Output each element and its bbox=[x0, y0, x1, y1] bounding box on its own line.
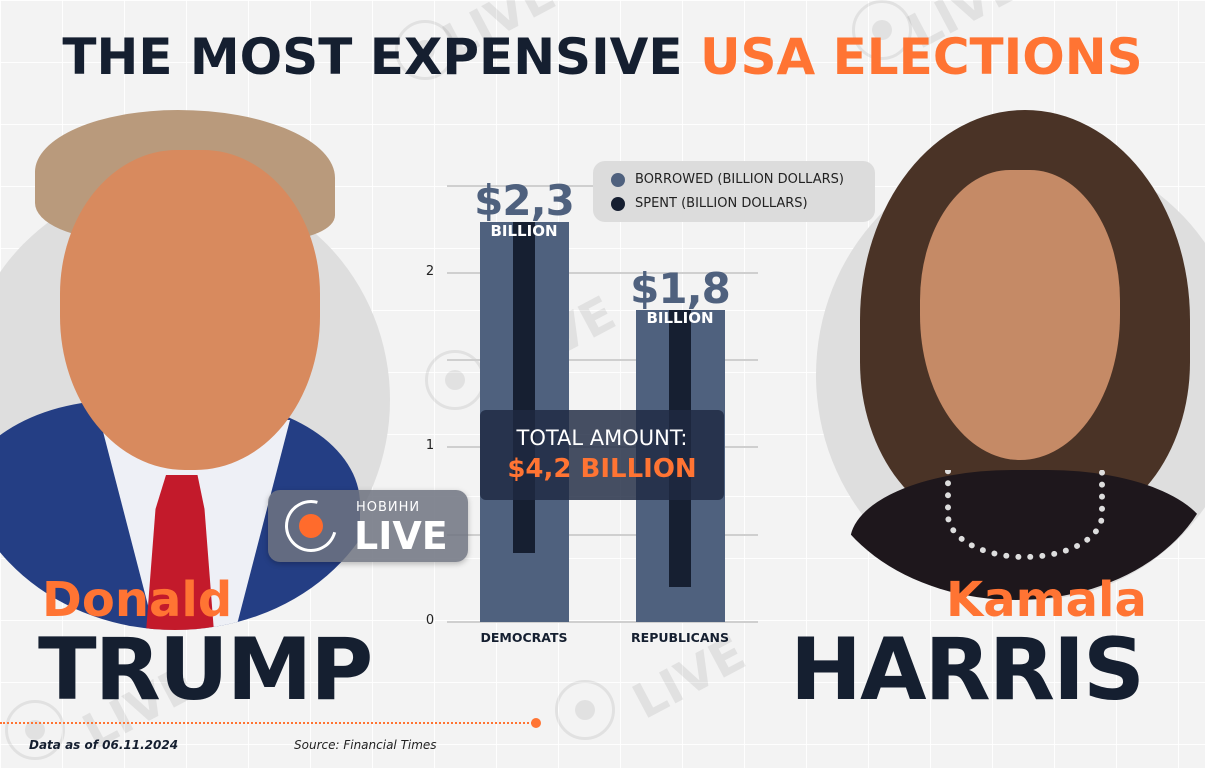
logo-small-text: НОВИНИ bbox=[356, 500, 421, 515]
logo-big-text: LIVE bbox=[354, 514, 448, 558]
y-tick-1: 1 bbox=[425, 438, 435, 453]
harris-necklace bbox=[945, 470, 1105, 560]
gridline-0-5 bbox=[447, 534, 758, 536]
legend-swatch-spent-icon bbox=[611, 196, 625, 211]
legend-item-borrowed[interactable]: BORROWED (BILLION DOLLARS) bbox=[611, 172, 844, 187]
harris-portrait bbox=[816, 100, 1205, 600]
total-amount-label: TOTAL AMOUNT: bbox=[516, 426, 688, 450]
data-source: Source: Financial Times bbox=[294, 738, 437, 752]
watermark-ring-icon bbox=[555, 680, 615, 740]
title-part-accent: USA ELECTIONS bbox=[699, 28, 1143, 86]
page-title: THE MOST EXPENSIVE USA ELECTIONS bbox=[0, 28, 1205, 86]
watermark-text: LIVE bbox=[493, 285, 625, 391]
watermark-text: LIVE bbox=[623, 625, 755, 731]
left-candidate-first-name: Donald bbox=[42, 572, 233, 628]
chart-legend: BORROWED (BILLION DOLLARS) SPENT (BILLIO… bbox=[593, 161, 875, 222]
bar-republicans-unit: BILLION bbox=[646, 309, 714, 327]
gridline-2 bbox=[447, 272, 758, 274]
x-label-democrats: DEMOCRATS bbox=[480, 630, 568, 645]
y-tick-0: 0 bbox=[425, 613, 435, 628]
novyny-live-logo: НОВИНИ LIVE bbox=[268, 490, 468, 562]
right-candidate-last-name: HARRIS bbox=[790, 620, 1145, 720]
gridline-0 bbox=[447, 621, 758, 623]
logo-dot-icon bbox=[299, 514, 323, 538]
title-part-dark: THE MOST EXPENSIVE bbox=[62, 28, 700, 86]
footer-divider bbox=[0, 722, 536, 724]
bar-democrats-unit: BILLION bbox=[490, 222, 558, 240]
total-amount-value: $4,2 BILLION bbox=[507, 454, 697, 484]
total-amount-box: TOTAL AMOUNT: $4,2 BILLION bbox=[480, 410, 724, 500]
trump-face bbox=[60, 150, 320, 470]
legend-swatch-borrowed-icon bbox=[611, 172, 625, 187]
left-candidate-last-name: TRUMP bbox=[38, 620, 373, 720]
y-tick-2: 2 bbox=[425, 264, 435, 279]
harris-face bbox=[920, 170, 1120, 460]
right-candidate-first-name: Kamala bbox=[946, 572, 1147, 628]
bar-democrats-spent[interactable] bbox=[513, 222, 535, 553]
gridline-1-5 bbox=[447, 359, 758, 361]
bar-democrats-value: $2,3 bbox=[474, 176, 575, 225]
legend-item-spent[interactable]: SPENT (BILLION DOLLARS) bbox=[611, 196, 808, 211]
bar-republicans-value: $1,8 bbox=[630, 264, 731, 313]
legend-label-borrowed: BORROWED (BILLION DOLLARS) bbox=[635, 172, 844, 187]
legend-label-spent: SPENT (BILLION DOLLARS) bbox=[635, 196, 808, 211]
x-label-republicans: REPUBLICANS bbox=[631, 630, 729, 645]
watermark-ring-icon bbox=[425, 350, 485, 410]
footer-dot-icon bbox=[531, 718, 541, 728]
data-date: Data as of 06.11.2024 bbox=[29, 738, 179, 752]
